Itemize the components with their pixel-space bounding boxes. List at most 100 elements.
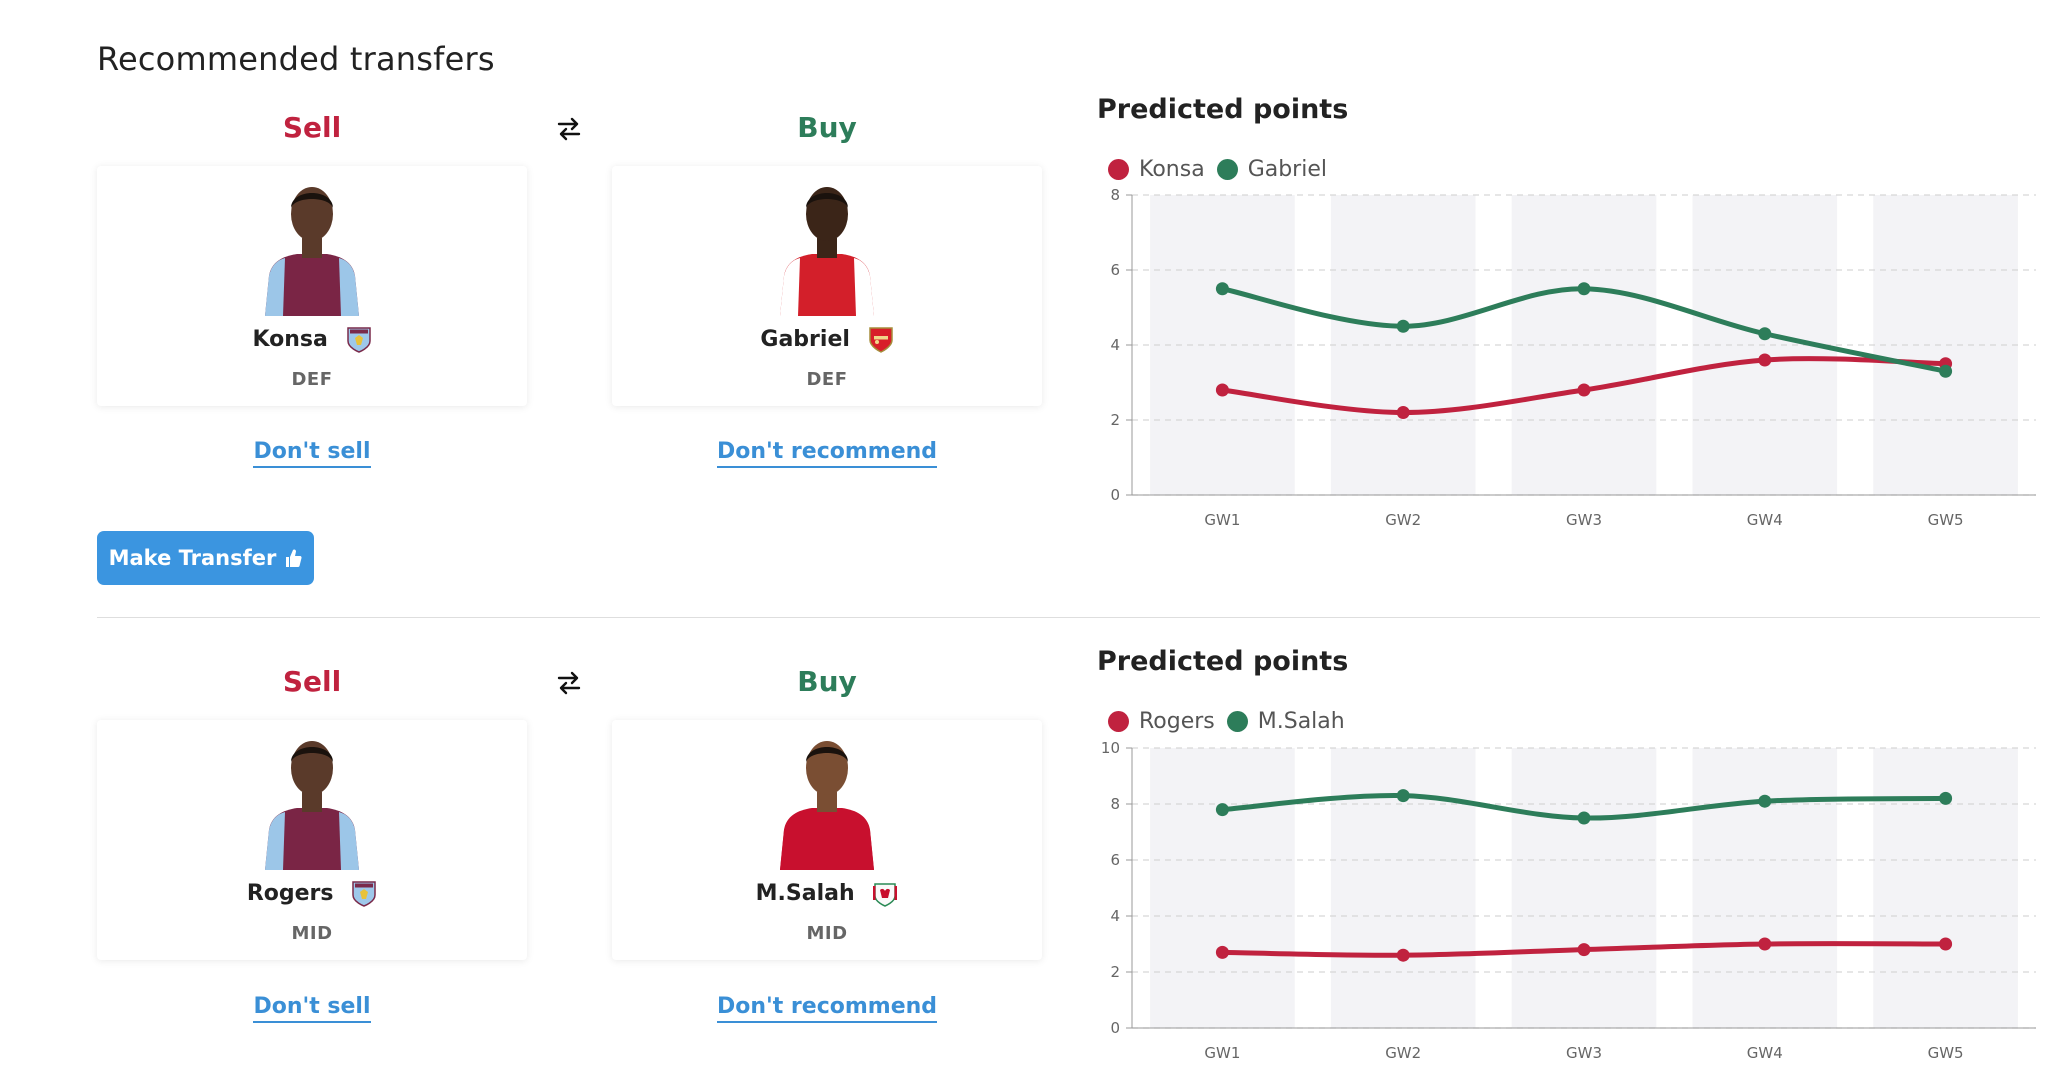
x-tick-label: GW5	[1928, 1044, 1964, 1062]
x-tick-label: GW4	[1747, 1044, 1783, 1062]
player-name: Gabriel	[760, 327, 850, 352]
legend-label: M.Salah	[1257, 709, 1345, 734]
sleeve-shape	[780, 812, 800, 870]
sleeve-shape	[265, 812, 285, 870]
legend-swatch	[1216, 159, 1238, 180]
hair-shape	[291, 193, 333, 208]
swap-arrows-icon	[557, 671, 581, 695]
page-title: Recommended transfers	[97, 40, 495, 78]
legend-item[interactable]: Konsa	[1108, 157, 1205, 182]
y-tick-label: 2	[1110, 963, 1120, 981]
y-tick-label: 2	[1110, 411, 1120, 429]
data-point[interactable]	[1577, 383, 1591, 397]
player-name-row: Konsa	[97, 326, 527, 354]
y-tick-label: 8	[1110, 186, 1120, 204]
chart-legend: Rogers M.Salah	[1108, 709, 1345, 734]
data-point[interactable]	[1758, 353, 1772, 367]
data-point[interactable]	[1939, 791, 1953, 805]
head-shape	[291, 741, 333, 795]
predicted-points-chart: 0 2 4 6 8 10 GW1 GW2 GW3 GW4 GW5	[1101, 739, 2036, 1062]
x-tick-label: GW2	[1385, 1044, 1421, 1062]
aston-villa-crest-icon	[346, 327, 371, 353]
legend-item[interactable]: Gabriel	[1216, 157, 1327, 182]
arsenal-crest-icon	[868, 327, 893, 353]
data-point[interactable]	[1215, 945, 1229, 959]
make-transfer-button[interactable]: Make Transfer	[97, 531, 314, 585]
legend-label: Konsa	[1139, 157, 1205, 182]
y-tick-label: 4	[1110, 907, 1120, 925]
y-tick-label: 0	[1110, 1019, 1120, 1037]
head-shape	[806, 741, 848, 795]
data-point[interactable]	[1577, 282, 1591, 296]
player-name-row: M.Salah	[612, 880, 1042, 908]
player-name-row: Gabriel	[612, 326, 1042, 354]
chart-legend: Konsa Gabriel	[1108, 157, 1327, 182]
player-portrait-konsa	[265, 187, 359, 316]
transfer-block: Sell Buy Konsa DEF Gabriel DEF Do	[97, 94, 2036, 529]
hair-shape	[806, 193, 848, 208]
player-position: MID	[806, 923, 848, 944]
data-point[interactable]	[1396, 406, 1410, 419]
data-point[interactable]	[1577, 943, 1591, 957]
data-point[interactable]	[1215, 803, 1229, 817]
data-point[interactable]	[1215, 383, 1229, 397]
x-tick-label: GW1	[1204, 511, 1240, 529]
legend-label: Gabriel	[1247, 157, 1327, 182]
chart-title: Predicted points	[1097, 94, 1349, 125]
x-tick-label: GW2	[1385, 511, 1421, 529]
sleeve-shape	[339, 258, 359, 316]
y-tick-label: 10	[1101, 739, 1120, 757]
data-point[interactable]	[1758, 937, 1772, 951]
category-band	[1692, 748, 1838, 1028]
data-point[interactable]	[1758, 327, 1772, 341]
sell-player-card[interactable]: Konsa DEF	[97, 166, 527, 406]
dont-recommend-link[interactable]: Don't recommend	[612, 994, 1042, 1023]
legend-swatch	[1226, 711, 1248, 732]
head-shape	[291, 187, 333, 241]
data-point[interactable]	[1939, 937, 1953, 951]
player-portrait-gabriel	[780, 187, 874, 316]
dont-sell-link[interactable]: Don't sell	[97, 439, 527, 468]
player-portrait-msalah	[780, 741, 874, 870]
player-name-row: Rogers	[97, 880, 527, 908]
dont-recommend-link[interactable]: Don't recommend	[612, 439, 1042, 468]
x-tick-label: GW3	[1566, 511, 1602, 529]
shirt-shape	[265, 808, 359, 870]
aston-villa-crest-icon	[352, 881, 376, 907]
data-point[interactable]	[1215, 282, 1229, 296]
legend-swatch	[1108, 159, 1129, 180]
data-point[interactable]	[1396, 319, 1410, 333]
predicted-points-chart: 0 2 4 6 8 GW1 GW2 GW3 GW4 GW5	[1110, 186, 2036, 529]
buy-heading: Buy	[797, 665, 857, 698]
category-band	[1511, 748, 1657, 1028]
swap-arrows-icon	[557, 117, 581, 141]
dont-sell-link[interactable]: Don't sell	[97, 994, 527, 1023]
legend-label: Rogers	[1139, 709, 1215, 734]
sleeve-shape	[854, 258, 874, 316]
y-tick-label: 4	[1110, 336, 1120, 354]
transfer-block: Sell Buy Rogers MID M.Salah MI	[0, 553, 2068, 1070]
sleeve-shape	[339, 812, 359, 870]
player-name: M.Salah	[755, 881, 855, 906]
x-tick-label: GW4	[1747, 511, 1783, 529]
liverpool-crest-icon	[873, 883, 898, 907]
shirt-shape	[780, 254, 874, 316]
legend-item[interactable]: Rogers	[1108, 709, 1215, 734]
data-point[interactable]	[1396, 789, 1410, 803]
buy-player-card[interactable]: M.Salah MID	[612, 720, 1042, 960]
category-band	[1150, 748, 1295, 1028]
y-tick-label: 8	[1110, 795, 1120, 813]
data-point[interactable]	[1939, 364, 1953, 378]
data-point[interactable]	[1577, 811, 1591, 825]
data-point[interactable]	[1758, 794, 1772, 808]
category-band	[1873, 748, 2018, 1028]
data-point[interactable]	[1396, 948, 1410, 962]
legend-item[interactable]: M.Salah	[1226, 709, 1345, 734]
buy-player-card[interactable]: Gabriel DEF	[612, 166, 1042, 406]
make-transfer-label: Make Transfer	[108, 546, 277, 570]
neck-shape	[302, 792, 322, 812]
neck-shape	[302, 238, 322, 258]
shirt-shape	[780, 808, 874, 870]
shirt-shape	[265, 254, 359, 316]
sell-player-card[interactable]: Rogers MID	[97, 720, 527, 960]
